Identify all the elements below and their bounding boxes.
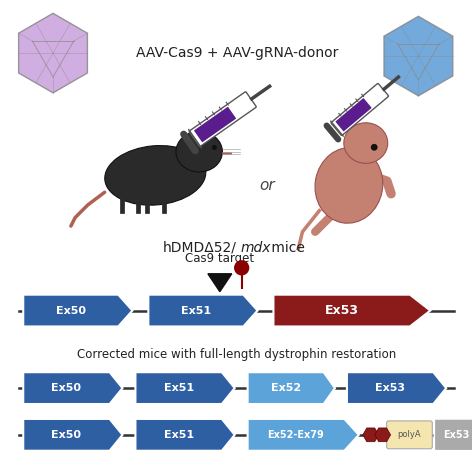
- Text: Ex50: Ex50: [51, 430, 82, 440]
- Text: Ex50: Ex50: [56, 306, 86, 316]
- Ellipse shape: [197, 126, 215, 141]
- Polygon shape: [23, 419, 122, 451]
- Text: Ex50: Ex50: [51, 383, 82, 393]
- Polygon shape: [273, 295, 430, 327]
- Polygon shape: [375, 428, 391, 442]
- FancyBboxPatch shape: [387, 421, 432, 449]
- Text: Ex53: Ex53: [375, 383, 405, 393]
- Polygon shape: [136, 372, 235, 404]
- Circle shape: [235, 261, 249, 275]
- Text: Ex53: Ex53: [443, 430, 469, 440]
- Text: AAV-Cas9 + AAV-gRNA-donor: AAV-Cas9 + AAV-gRNA-donor: [136, 46, 338, 60]
- Polygon shape: [247, 372, 335, 404]
- Ellipse shape: [176, 131, 222, 172]
- Polygon shape: [347, 372, 446, 404]
- FancyBboxPatch shape: [331, 83, 389, 136]
- Polygon shape: [247, 419, 359, 451]
- Ellipse shape: [105, 146, 206, 205]
- FancyBboxPatch shape: [194, 107, 236, 142]
- Polygon shape: [363, 428, 379, 442]
- Text: Corrected mice with full-length dystrophin restoration: Corrected mice with full-length dystroph…: [77, 348, 396, 361]
- Polygon shape: [18, 13, 87, 93]
- Text: Ex51: Ex51: [164, 383, 194, 393]
- Polygon shape: [434, 419, 474, 451]
- Text: mdx: mdx: [241, 241, 271, 255]
- Circle shape: [212, 145, 217, 150]
- Text: Ex53: Ex53: [325, 304, 359, 317]
- Circle shape: [371, 144, 378, 151]
- Polygon shape: [23, 372, 122, 404]
- Text: Ex52: Ex52: [271, 383, 301, 393]
- Text: Ex51: Ex51: [164, 430, 194, 440]
- Polygon shape: [148, 295, 257, 327]
- FancyBboxPatch shape: [336, 98, 372, 131]
- Text: or: or: [260, 178, 275, 193]
- Text: Ex51: Ex51: [181, 306, 211, 316]
- Text: Ex52-Ex79: Ex52-Ex79: [268, 430, 324, 440]
- Text: mice: mice: [267, 241, 305, 255]
- Text: Cas9 target: Cas9 target: [185, 252, 255, 265]
- Ellipse shape: [315, 147, 383, 223]
- Polygon shape: [208, 274, 232, 292]
- Text: hDMDΔ52/: hDMDΔ52/: [163, 241, 237, 255]
- Polygon shape: [136, 419, 235, 451]
- FancyBboxPatch shape: [189, 92, 256, 146]
- Polygon shape: [384, 16, 453, 96]
- Polygon shape: [23, 295, 132, 327]
- Ellipse shape: [344, 123, 388, 164]
- Text: polyA: polyA: [398, 430, 421, 439]
